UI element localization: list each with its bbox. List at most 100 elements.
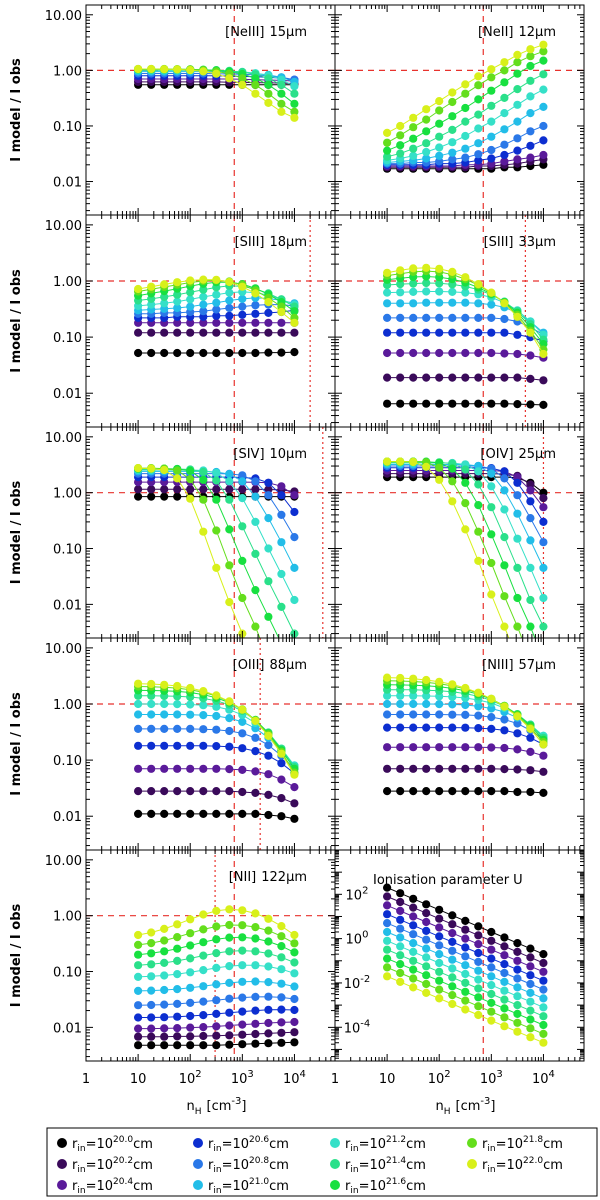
data-point <box>448 138 457 147</box>
data-point <box>409 134 418 143</box>
data-point <box>383 764 392 773</box>
data-point <box>409 313 418 322</box>
data-point <box>526 400 535 409</box>
data-point <box>474 948 483 958</box>
data-point <box>238 705 247 714</box>
data-point <box>500 561 509 570</box>
data-point <box>290 113 299 122</box>
data-point <box>500 467 509 476</box>
data-point <box>474 480 483 489</box>
data-point <box>435 710 444 719</box>
series-10-20.0 <box>134 809 299 823</box>
data-point <box>526 997 535 1006</box>
data-point <box>500 58 509 67</box>
legend-label: rin=1020.0cm <box>72 1135 153 1154</box>
data-point <box>290 89 299 98</box>
data-point <box>461 499 470 508</box>
data-point <box>435 967 444 976</box>
data-point <box>526 45 535 54</box>
data-point <box>474 348 483 358</box>
data-point <box>448 937 457 947</box>
data-point <box>461 996 470 1005</box>
data-point <box>212 1041 221 1050</box>
data-point <box>539 593 548 603</box>
legend-item: rin=1020.8cm <box>193 1156 289 1175</box>
data-point <box>251 788 260 798</box>
data-point <box>461 89 470 98</box>
data-point <box>409 939 418 948</box>
y-tick-label: 0.10 <box>53 331 82 346</box>
data-point <box>448 373 457 382</box>
data-point <box>225 277 234 287</box>
data-point <box>186 968 195 977</box>
data-point <box>513 100 522 109</box>
data-point <box>435 97 444 106</box>
data-point <box>225 348 234 358</box>
data-point <box>461 273 470 282</box>
data-point <box>173 764 182 773</box>
data-point <box>160 710 169 719</box>
data-point <box>513 50 522 60</box>
data-point <box>225 318 234 327</box>
data-point <box>409 710 418 719</box>
x-tick-label: 1 <box>331 1072 339 1087</box>
series-10-20.2 <box>383 764 548 776</box>
data-point <box>147 764 156 773</box>
data-point <box>409 787 418 796</box>
data-point <box>461 934 470 943</box>
data-point <box>147 1032 156 1041</box>
data-point <box>461 298 470 307</box>
data-point <box>383 673 392 682</box>
data-point <box>409 699 418 709</box>
data-point <box>160 485 169 494</box>
data-point <box>160 741 169 750</box>
series-line <box>387 461 536 638</box>
data-point <box>277 993 286 1002</box>
data-point <box>474 975 483 984</box>
legend-item: rin=1022.0cm <box>467 1156 563 1175</box>
data-point <box>160 971 169 980</box>
data-point <box>487 1007 496 1016</box>
panel-title: [NII] 122μm <box>229 870 307 885</box>
series-10-22.0 <box>134 905 299 940</box>
data-point <box>160 292 169 301</box>
data-point <box>264 98 273 107</box>
data-point <box>526 962 535 971</box>
data-point <box>277 491 286 500</box>
data-point <box>173 944 182 953</box>
data-point <box>383 945 392 954</box>
series-line <box>387 461 523 638</box>
data-point <box>539 950 548 959</box>
data-point <box>212 348 221 358</box>
data-point <box>173 65 182 74</box>
data-point <box>435 313 444 322</box>
data-point <box>277 538 286 547</box>
data-point <box>526 328 535 337</box>
data-point <box>212 711 221 721</box>
x-tick-label: 102 <box>428 1069 451 1087</box>
data-point <box>396 942 405 951</box>
y-tick-label: 0.01 <box>53 387 82 402</box>
data-point <box>435 994 444 1003</box>
data-point <box>290 595 299 605</box>
data-point <box>264 318 273 327</box>
panel-title: [NeII] 12μm <box>478 25 556 40</box>
legend-marker <box>57 1180 67 1190</box>
data-point <box>134 930 143 940</box>
data-point <box>396 457 405 466</box>
series-10-20.2 <box>383 373 548 385</box>
data-point <box>290 770 299 779</box>
x-axis-label: nH [cm-3] <box>436 1096 496 1117</box>
data-point <box>409 264 418 273</box>
data-point <box>539 538 548 547</box>
data-point <box>212 526 221 535</box>
data-point <box>238 80 247 89</box>
plot-area <box>86 850 335 1061</box>
data-point <box>147 1041 156 1050</box>
data-point <box>409 965 418 974</box>
series-10-21.8 <box>383 47 548 147</box>
data-point <box>277 812 286 821</box>
y-axis-label: I model / I obs <box>9 480 24 584</box>
series-10-20.8 <box>134 992 299 1010</box>
data-point <box>212 563 221 573</box>
